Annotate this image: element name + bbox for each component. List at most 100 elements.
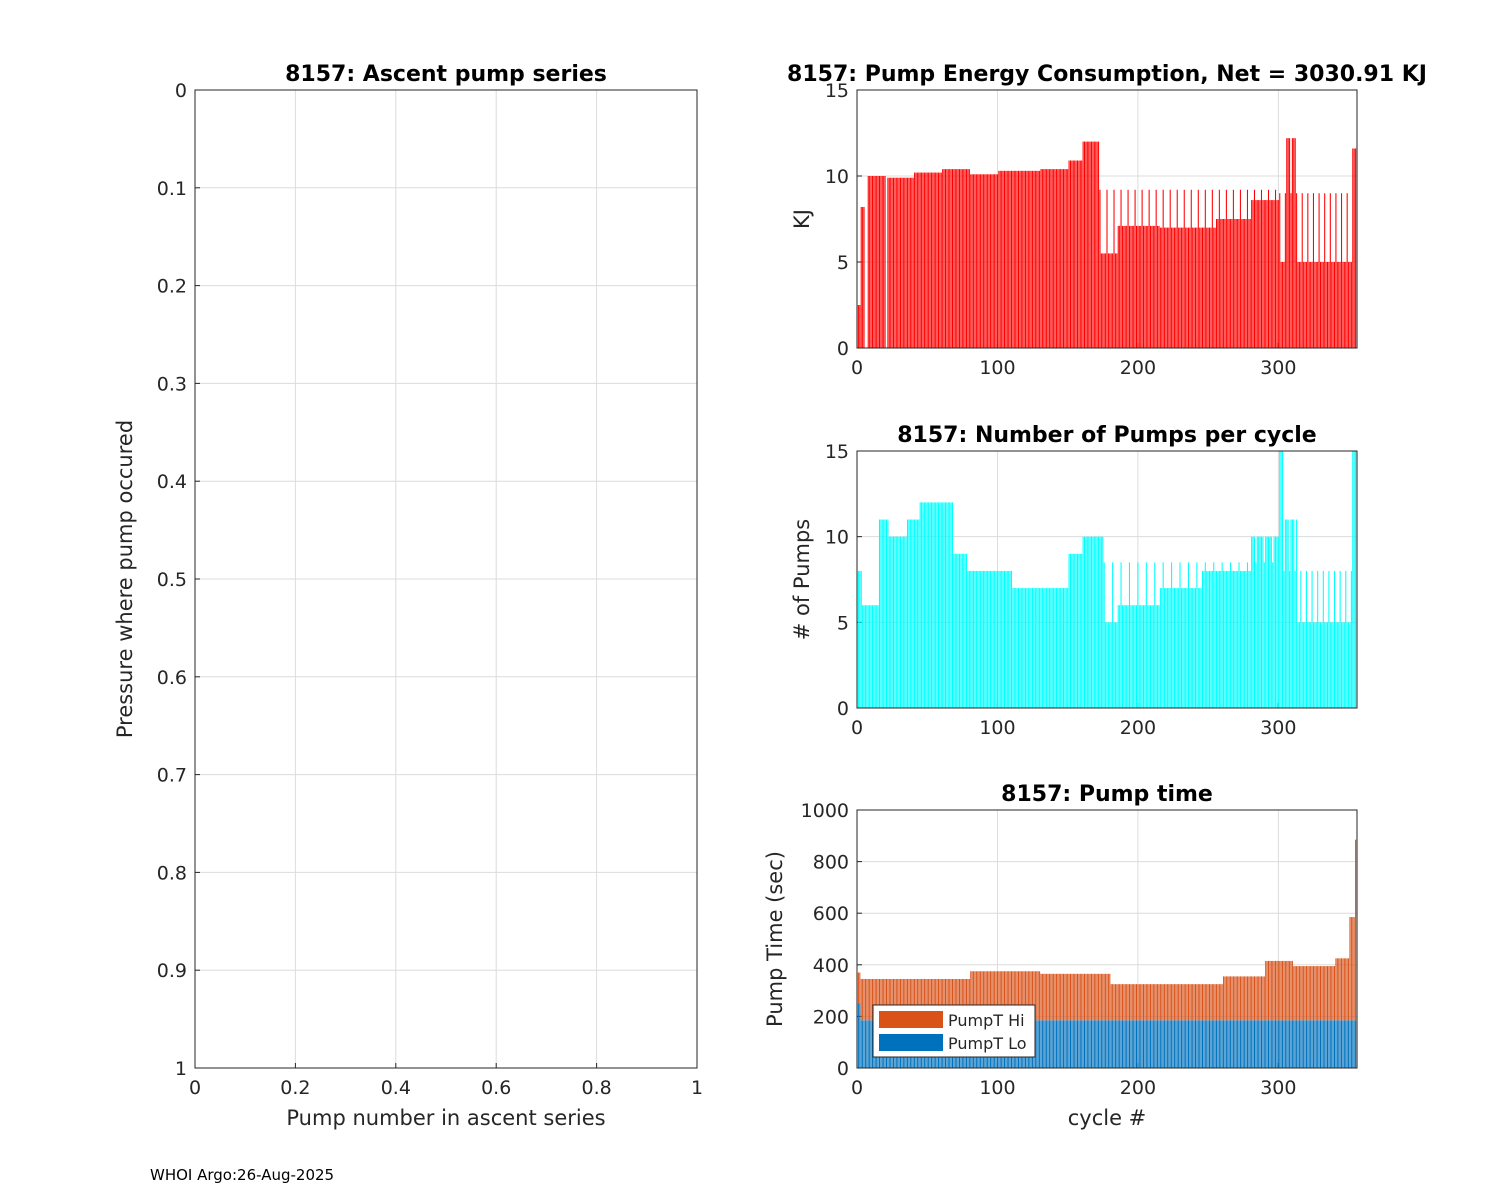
bar [1095, 141, 1097, 348]
bar [1072, 553, 1074, 708]
bar-pumpt-lo [1211, 1020, 1213, 1068]
bar-pumpt-hi [1091, 973, 1093, 1021]
bar [930, 172, 932, 348]
bar-pumpt-lo [1328, 1020, 1330, 1068]
bar [1352, 451, 1354, 708]
bar [959, 553, 961, 708]
y-tick-label: 0.1 [157, 178, 187, 200]
bar [1034, 170, 1036, 348]
bar-pumpt-hi [1162, 984, 1164, 1021]
bar-pumpt-lo [1283, 1020, 1285, 1068]
x-tick-label: 300 [1260, 717, 1296, 739]
bar [1162, 562, 1164, 708]
bar-pumpt-lo [870, 1020, 872, 1068]
bar [1211, 570, 1213, 708]
bar [1336, 262, 1338, 348]
bar [1081, 160, 1083, 348]
bar-pumpt-hi [1095, 973, 1097, 1021]
bar [1214, 570, 1216, 708]
bar [996, 570, 998, 708]
bar-pumpt-lo [1172, 1020, 1174, 1068]
bar-pumpt-hi [1242, 976, 1244, 1021]
bar [1142, 225, 1145, 348]
bar [1123, 225, 1125, 348]
bar [1189, 588, 1191, 708]
bar [967, 570, 969, 708]
bar [1084, 536, 1086, 708]
bar-pumpt-hi [922, 978, 924, 1021]
bar [1113, 622, 1115, 708]
bar-pumpt-hi [1331, 966, 1333, 1021]
bar-pumpt-lo [1345, 1020, 1347, 1068]
bar [1138, 225, 1140, 348]
bar [1291, 138, 1293, 348]
bar [883, 519, 885, 708]
bar-pumpt-hi [1256, 976, 1258, 1021]
bar-pumpt-lo [1194, 1020, 1197, 1068]
bar-pumpt-lo [1294, 1020, 1296, 1068]
bar-pumpt-lo [1130, 1020, 1132, 1068]
bar-pumpt-hi [1315, 966, 1317, 1021]
bar [1076, 553, 1079, 708]
bar-pumpt-hi [953, 978, 955, 1021]
bar [1348, 262, 1350, 348]
bar-pumpt-hi [1102, 973, 1104, 1021]
bar [1155, 189, 1157, 348]
x-tick-label: 100 [979, 717, 1015, 739]
bar-pumpt-hi [925, 978, 927, 1021]
bar [1154, 225, 1156, 348]
bar-pumpt-lo [1112, 1020, 1114, 1068]
bar-pumpt-lo [1290, 1020, 1292, 1068]
bar [998, 170, 1000, 348]
bar-pumpt-hi [1225, 976, 1227, 1021]
bar [988, 570, 990, 708]
bar [881, 176, 883, 348]
bar [1119, 225, 1121, 348]
bar [951, 169, 954, 348]
bar [1134, 189, 1136, 348]
bar [1210, 227, 1212, 348]
bar-pumpt-hi [921, 978, 923, 1021]
y-tick-label: 0.6 [157, 667, 187, 689]
bar [1308, 622, 1310, 708]
bar-pumpt-hi [1301, 966, 1303, 1021]
bar-pumpt-hi [929, 978, 931, 1021]
bar [1060, 169, 1062, 348]
bar [982, 174, 984, 348]
bar [999, 170, 1001, 348]
bar-pumpt-hi [1180, 984, 1182, 1021]
bar-pumpt-hi [1209, 984, 1211, 1021]
bar-pumpt-hi [864, 978, 866, 1021]
bar [1283, 262, 1285, 348]
bar-pumpt-hi [1213, 984, 1215, 1021]
bar-pumpt-hi [1352, 917, 1354, 1021]
bar-pumpt-lo [1051, 1020, 1053, 1068]
bar [1068, 553, 1070, 708]
chart-ascent: 0 0.2 0.4 0.6 0.8 100.10.20.30.40.50.60.70.80… [113, 62, 703, 1130]
bar [1231, 570, 1233, 708]
bar-pumpt-hi [1150, 984, 1152, 1021]
bar [1189, 227, 1191, 348]
bar-pumpt-hi [1252, 976, 1254, 1021]
bar [1190, 189, 1192, 348]
y-tick-label: 200 [813, 1006, 849, 1028]
bar [1001, 170, 1003, 348]
bar [1314, 262, 1316, 348]
bar [1120, 189, 1122, 348]
bar-pumpt-hi [1312, 966, 1314, 1021]
bar-pumpt-hi [947, 978, 949, 1021]
bar-pumpt-lo [1178, 1020, 1180, 1068]
bar-pumpt-hi [935, 978, 937, 1021]
bar-pumpt-hi [1338, 958, 1340, 1021]
bar [1353, 451, 1355, 708]
bar [1310, 262, 1312, 348]
bar [1037, 170, 1039, 348]
bar [1109, 622, 1111, 708]
bar-pumpt-hi [1006, 971, 1008, 1021]
bar [971, 174, 973, 348]
bar [1006, 170, 1008, 348]
bar [1054, 588, 1056, 708]
bar [1341, 622, 1343, 708]
bar [1017, 588, 1020, 708]
bar [960, 169, 962, 348]
